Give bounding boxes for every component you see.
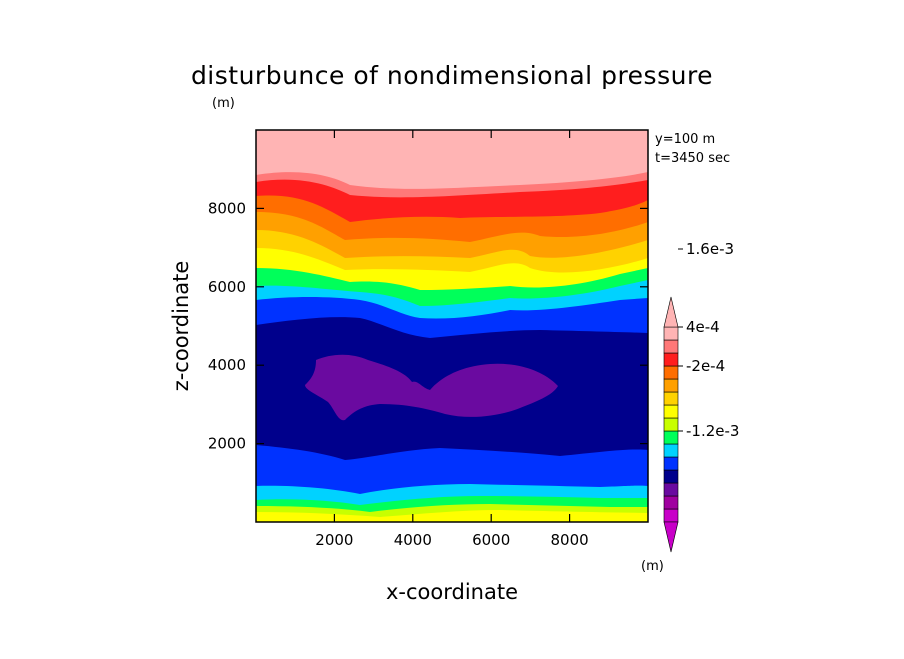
x-tick-label: 6000	[472, 531, 510, 549]
colorbar-swatch	[663, 339, 679, 354]
colorbar-swatch	[663, 378, 679, 393]
colorbar-swatch	[663, 430, 679, 445]
colorbar-swatch	[663, 508, 679, 523]
x-tick-label: 4000	[394, 531, 432, 549]
colorbar-swatch	[663, 482, 679, 497]
colorbar-swatch	[663, 326, 679, 341]
contour-minimum-region	[305, 354, 558, 421]
colorbar-swatch	[663, 469, 679, 484]
contour-band	[256, 510, 648, 522]
x-tick-label: 8000	[551, 531, 589, 549]
plot-frame	[255, 129, 649, 523]
colorbar-tick-label: -2e-4	[686, 357, 725, 375]
colorbar-tick-label: 4e-4	[686, 318, 720, 336]
colorbar-units-label: (m)	[641, 559, 664, 574]
colorbar-bottom-arrow	[663, 521, 679, 553]
plot-area	[256, 130, 648, 522]
y-axis-label: z-coordinate	[169, 261, 193, 392]
y-tick-label: 4000	[208, 356, 246, 374]
colorbar-swatch	[663, 456, 679, 471]
y-tick-label: 2000	[208, 435, 246, 453]
colorbar-swatch	[663, 365, 679, 380]
x-axis: 2000 4000 6000 8000	[315, 130, 589, 549]
colorbar-tick-label: 1.6e-3	[686, 240, 734, 258]
y-axis: 2000 4000 6000 8000	[208, 199, 648, 453]
y-tick-label: 8000	[208, 199, 246, 217]
chart-title: disturbunce of nondimensional pressure	[191, 61, 713, 90]
annotation-y: y=100 m	[655, 132, 715, 147]
colorbar-swatch	[663, 352, 679, 367]
x-axis-label: x-coordinate	[386, 580, 518, 604]
x-tick-label: 2000	[315, 531, 353, 549]
colorbar: 1.6e-3 4e-4 -2e-4 -1.2e-3	[663, 240, 739, 553]
colorbar-swatch	[663, 404, 679, 419]
y-units-label: (m)	[212, 96, 235, 111]
colorbar-swatch	[663, 391, 679, 406]
colorbar-swatch	[663, 417, 679, 432]
colorbar-swatch	[663, 443, 679, 458]
annotation-t: t=3450 sec	[655, 151, 730, 166]
colorbar-swatch	[663, 495, 679, 510]
y-tick-label: 6000	[208, 278, 246, 296]
colorbar-top-arrow	[663, 296, 679, 328]
colorbar-tick-label: -1.2e-3	[686, 422, 739, 440]
